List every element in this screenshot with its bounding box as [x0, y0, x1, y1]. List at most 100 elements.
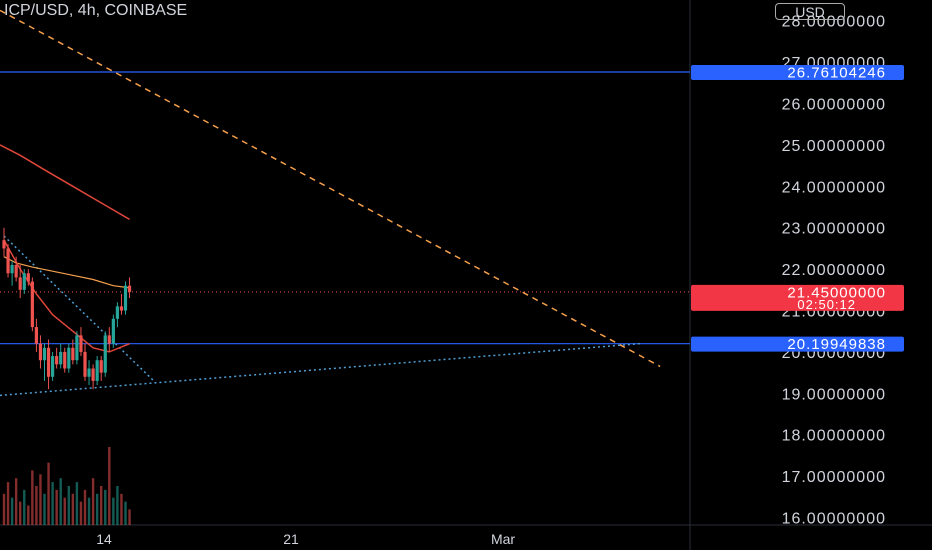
volume-bar — [95, 493, 99, 525]
volume-bar — [108, 447, 111, 525]
candle-body — [127, 285, 132, 292]
price-line-badge — [691, 336, 904, 352]
candle-body — [71, 347, 75, 361]
candle-body — [123, 285, 128, 311]
candle-body — [30, 281, 34, 328]
moving-averages — [0, 144, 130, 353]
price-tick-label: 16.00000000 — [782, 511, 886, 528]
slow-moving-average — [0, 144, 130, 221]
candle-body — [2, 240, 6, 249]
volume-bar — [19, 501, 22, 525]
currency-button[interactable]: USD — [775, 3, 845, 20]
candle-body — [38, 343, 43, 361]
candle-body — [95, 360, 99, 381]
volume-bar — [71, 493, 75, 525]
price-badges: 26.76104246 20.19949838 21.4500000002:50:1… — [691, 64, 904, 353]
candle-body — [103, 335, 107, 373]
volume-bar — [124, 501, 127, 525]
dashed-trendline — [0, 9, 661, 368]
price-tick-label: 19.00000000 — [782, 386, 886, 403]
candle-body — [63, 351, 67, 369]
volume-bar — [128, 509, 131, 525]
volume-bar — [67, 486, 70, 525]
volume-bar — [83, 489, 87, 525]
volume-bar — [104, 489, 107, 525]
candle-body — [34, 327, 38, 344]
volume-bar — [87, 497, 91, 525]
candle-body — [119, 306, 124, 311]
volume-bar — [23, 489, 26, 525]
volume-bar — [116, 486, 119, 525]
time-tick-label: 21 — [283, 531, 299, 547]
volume-bar — [63, 497, 66, 525]
volume-bar — [31, 470, 34, 525]
price-line-badge-label: 26.76104246 — [787, 64, 886, 81]
trend-lines — [0, 9, 661, 397]
volume-bar — [35, 486, 38, 525]
candle-body — [79, 335, 83, 352]
chart-title: ICP/USD, 4h, COINBASE — [4, 2, 188, 19]
horizontal-lines — [0, 71, 690, 345]
volume-bar — [75, 482, 79, 525]
price-tick-label: 17.00000000 — [782, 469, 886, 486]
volume-bar — [2, 493, 6, 525]
last-price-label: 21.45000000 — [787, 284, 886, 301]
candle-body — [75, 335, 79, 361]
time-axis: 14 21 Mar — [96, 531, 515, 547]
candle-body — [14, 264, 18, 278]
candle-body — [99, 360, 103, 373]
candle-body — [87, 368, 91, 377]
candle-countdown-label: 02:50:12 — [797, 297, 856, 312]
price-tick-label: 23.00000000 — [782, 221, 886, 238]
volume-bar — [59, 478, 62, 525]
price-tick-label: 24.00000000 — [782, 179, 886, 196]
candle-body — [6, 248, 10, 274]
candle-body — [10, 264, 14, 274]
candle-body — [111, 318, 115, 344]
candle-body — [67, 347, 71, 369]
price-tick-label: 25.00000000 — [782, 138, 886, 155]
volume-bar — [51, 482, 54, 525]
price-tick-label: 18.00000000 — [782, 428, 886, 445]
candles — [2, 227, 132, 390]
volume-bar — [14, 478, 18, 525]
candle-body — [18, 277, 22, 290]
candle-body — [59, 351, 63, 365]
volume-bar — [6, 482, 10, 525]
price-line-badge — [691, 64, 904, 80]
price-tick-label: 26.00000000 — [782, 97, 886, 114]
volume-bar — [112, 497, 115, 525]
candle-body — [26, 273, 30, 282]
price-tick-label: 22.00000000 — [782, 262, 886, 279]
price-line-badge-label: 20.19949838 — [787, 336, 886, 353]
candle-body — [115, 306, 119, 319]
price-axis: 16.00000000 17.00000000 18.00000000 19.0000… — [782, 14, 886, 528]
candle-body — [51, 356, 55, 377]
dotted-descending-trendline — [3, 235, 155, 382]
volume-bar — [79, 501, 83, 525]
fast-moving-average — [3, 256, 130, 289]
volume-bar — [91, 478, 95, 525]
last-price-badge — [691, 284, 904, 311]
candle-body — [91, 368, 95, 381]
candle-body — [55, 356, 59, 365]
volume-bar — [43, 493, 46, 525]
time-tick-label: 14 — [96, 531, 112, 547]
candle-body — [22, 273, 26, 290]
candle-body — [107, 335, 111, 344]
volume-bar — [39, 474, 42, 525]
candle-body — [83, 351, 87, 377]
time-tick-label: Mar — [491, 531, 515, 547]
price-tick-label: 28.00000000 — [782, 14, 886, 31]
volume-bar — [55, 489, 58, 525]
volume-bar — [120, 493, 123, 525]
candle-body — [46, 347, 51, 377]
volume-bars — [2, 447, 131, 525]
volume-bar — [10, 497, 14, 525]
volume-bar — [27, 505, 30, 525]
candle-body — [42, 347, 47, 361]
volume-bar — [47, 462, 50, 525]
volume-bar — [100, 486, 103, 525]
